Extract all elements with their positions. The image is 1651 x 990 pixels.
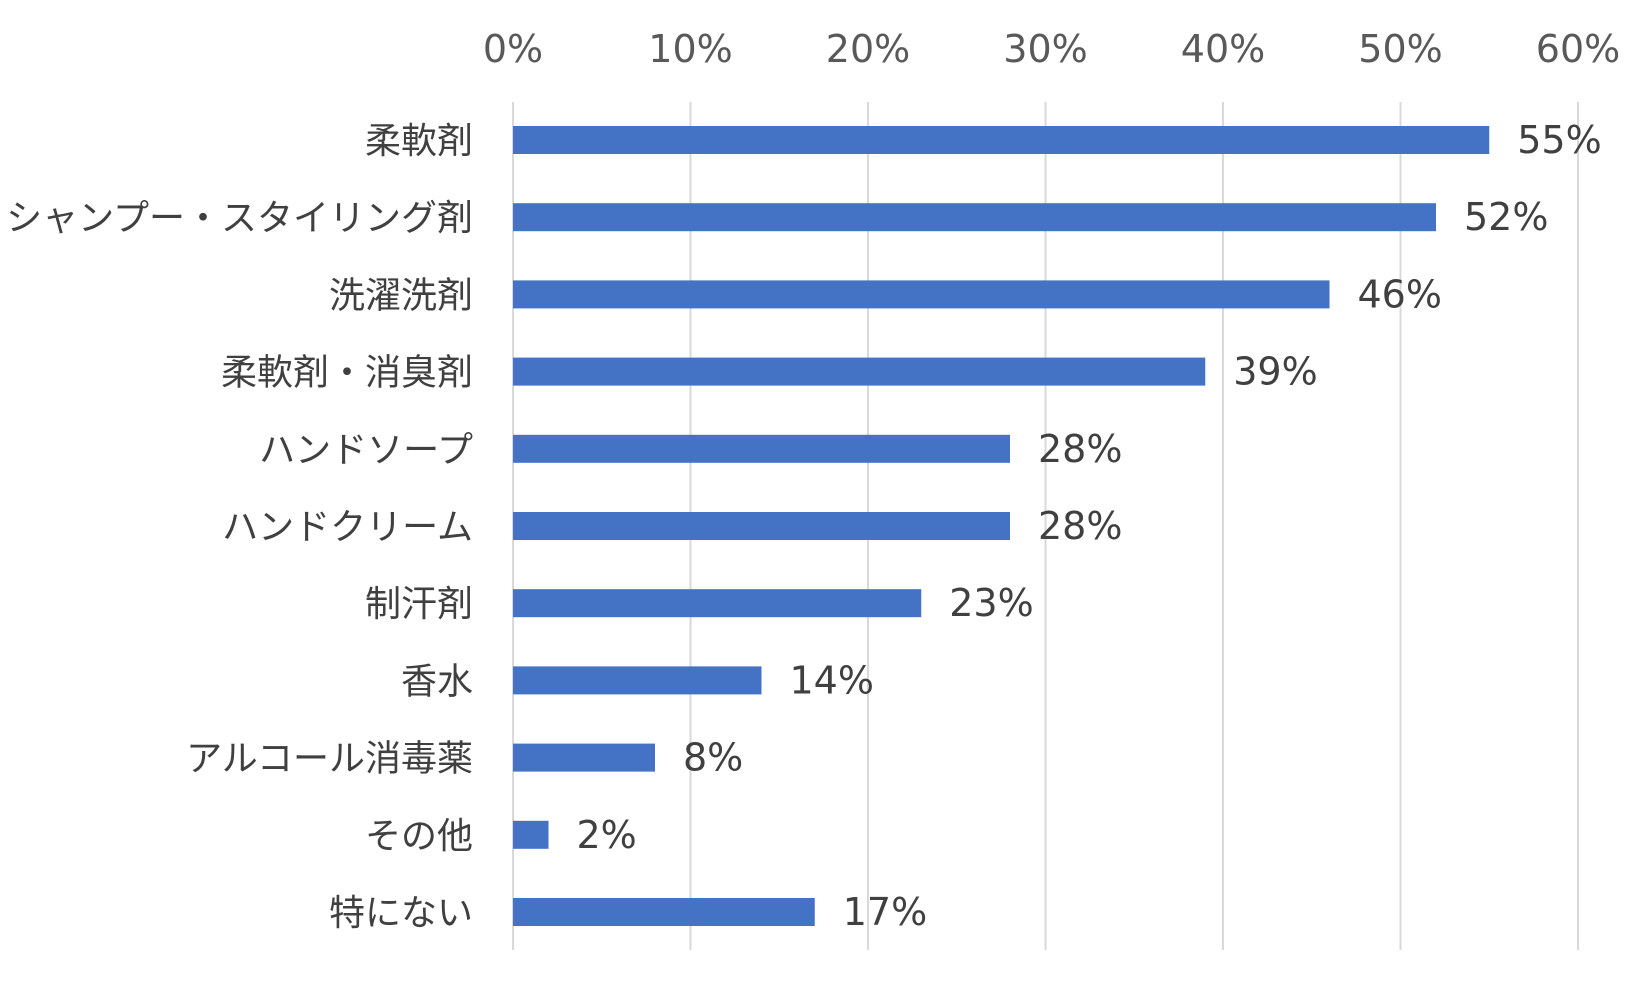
category-label: ハンドソープ [259, 430, 473, 471]
bar [513, 126, 1490, 154]
data-label: 39% [1233, 350, 1317, 394]
category-label: 制汗剤 [365, 584, 473, 625]
bars [513, 126, 1490, 926]
data-label: 23% [949, 581, 1033, 625]
bar [513, 898, 815, 926]
x-tick-label: 40% [1181, 27, 1265, 71]
category-label: その他 [365, 816, 473, 857]
bar [513, 820, 549, 849]
category-label: 香水 [401, 661, 473, 702]
bar [513, 280, 1330, 309]
x-tick-label: 60% [1536, 27, 1620, 71]
x-tick-label: 30% [1003, 27, 1087, 71]
x-axis-ticks: 0% 10% 20% 30% 40% 50% 60% [483, 27, 1620, 71]
data-labels: 55%52%46%39%28%28%23%14%8%2%17% [577, 118, 1602, 934]
data-label: 55% [1517, 118, 1601, 162]
category-label: 柔軟剤 [365, 121, 473, 162]
category-label: 洗濯洗剤 [329, 275, 473, 316]
x-tick-label: 50% [1358, 27, 1442, 71]
category-label: 柔軟剤・消臭剤 [221, 353, 473, 394]
bar [513, 434, 1010, 463]
data-label: 2% [577, 813, 637, 857]
data-label: 28% [1038, 427, 1122, 471]
x-tick-label: 10% [648, 27, 732, 71]
category-label: アルコール消毒薬 [186, 739, 473, 780]
data-label: 17% [843, 890, 927, 934]
bar [513, 512, 1010, 540]
data-label: 28% [1038, 504, 1122, 548]
bar [513, 666, 762, 695]
bar [513, 357, 1206, 386]
data-label: 46% [1358, 272, 1442, 316]
data-label: 8% [683, 736, 743, 780]
data-label: 52% [1464, 195, 1548, 239]
bar [513, 589, 922, 618]
bar [513, 203, 1436, 232]
bar [513, 743, 655, 772]
data-label: 14% [790, 658, 874, 702]
x-tick-label: 0% [483, 27, 543, 71]
category-label: シャンプー・スタイリング剤 [6, 198, 473, 239]
category-label: ハンドクリーム [222, 507, 473, 548]
category-labels: 柔軟剤シャンプー・スタイリング剤洗濯洗剤柔軟剤・消臭剤ハンドソープハンドクリーム… [6, 121, 473, 934]
category-label: 特にない [329, 893, 473, 934]
x-tick-label: 20% [826, 27, 910, 71]
